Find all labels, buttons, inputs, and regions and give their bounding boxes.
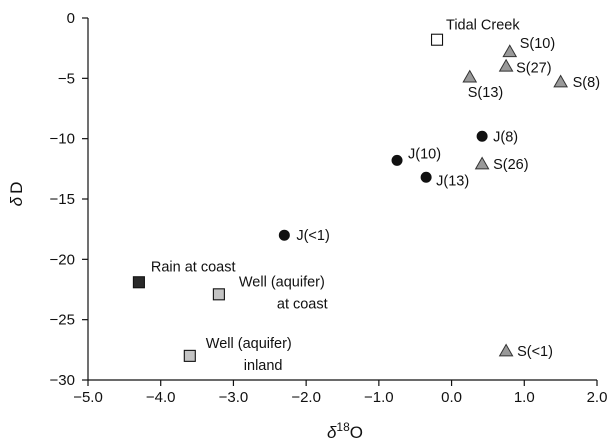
x-tick-label: 0.0 <box>441 389 462 406</box>
x-tick-label: −5.0 <box>73 389 103 406</box>
data-point-triangle <box>474 156 490 170</box>
data-point-square <box>430 33 444 46</box>
data-point-circle <box>278 229 290 241</box>
y-tick-label: −20 <box>50 251 75 268</box>
x-axis-title: δ18O <box>327 420 363 442</box>
x-tick-label: −1.0 <box>364 389 394 406</box>
y-tick-label: −15 <box>50 191 75 208</box>
y-tick-label: −10 <box>50 131 75 148</box>
data-point-triangle <box>498 58 514 72</box>
x-tick-label: 1.0 <box>514 389 535 406</box>
data-points <box>132 33 569 362</box>
data-label: S(27) <box>516 60 551 76</box>
data-label: S(<1) <box>517 344 553 360</box>
data-label: S(13) <box>468 85 503 101</box>
data-point-triangle <box>498 343 514 357</box>
data-point-circle <box>476 130 488 142</box>
y-axis-title: δD <box>7 182 26 207</box>
data-label: J(8) <box>493 129 518 145</box>
y-tick-label: −30 <box>50 372 75 389</box>
data-label: S(10) <box>520 36 555 52</box>
data-label: Tidal Creek <box>446 18 520 34</box>
y-tick-label: 0 <box>67 10 75 27</box>
data-point-square <box>183 349 196 362</box>
ticks: −5.0 −4.0 −3.0 −2.0 −1.0 0.0 1.0 2.0 0 −5 −10 −15 −2… <box>50 10 608 406</box>
data-point-triangle <box>553 74 569 88</box>
data-label: Rain at coast <box>151 259 236 275</box>
data-point-triangle <box>462 69 478 83</box>
data-point-circle <box>420 171 432 183</box>
x-tick-label: 2.0 <box>587 389 608 406</box>
data-point-square <box>212 288 225 301</box>
data-point-square <box>132 276 145 289</box>
x-tick-label: −2.0 <box>291 389 321 406</box>
y-tick-label: −5 <box>58 70 75 87</box>
y-tick-label: −25 <box>50 312 75 329</box>
x-tick-label: −4.0 <box>146 389 176 406</box>
data-label: S(26) <box>493 157 528 173</box>
data-label: Well (aquifer) inland <box>206 336 292 374</box>
data-label: S(8) <box>573 75 600 91</box>
data-point-triangle <box>502 44 518 58</box>
data-label: J(<1) <box>296 228 329 244</box>
x-tick-label: −3.0 <box>219 389 249 406</box>
data-point-circle <box>391 154 403 166</box>
data-label: Well (aquifer) at coast <box>239 274 328 312</box>
data-label: J(10) <box>408 146 441 162</box>
data-label: J(13) <box>436 173 469 189</box>
